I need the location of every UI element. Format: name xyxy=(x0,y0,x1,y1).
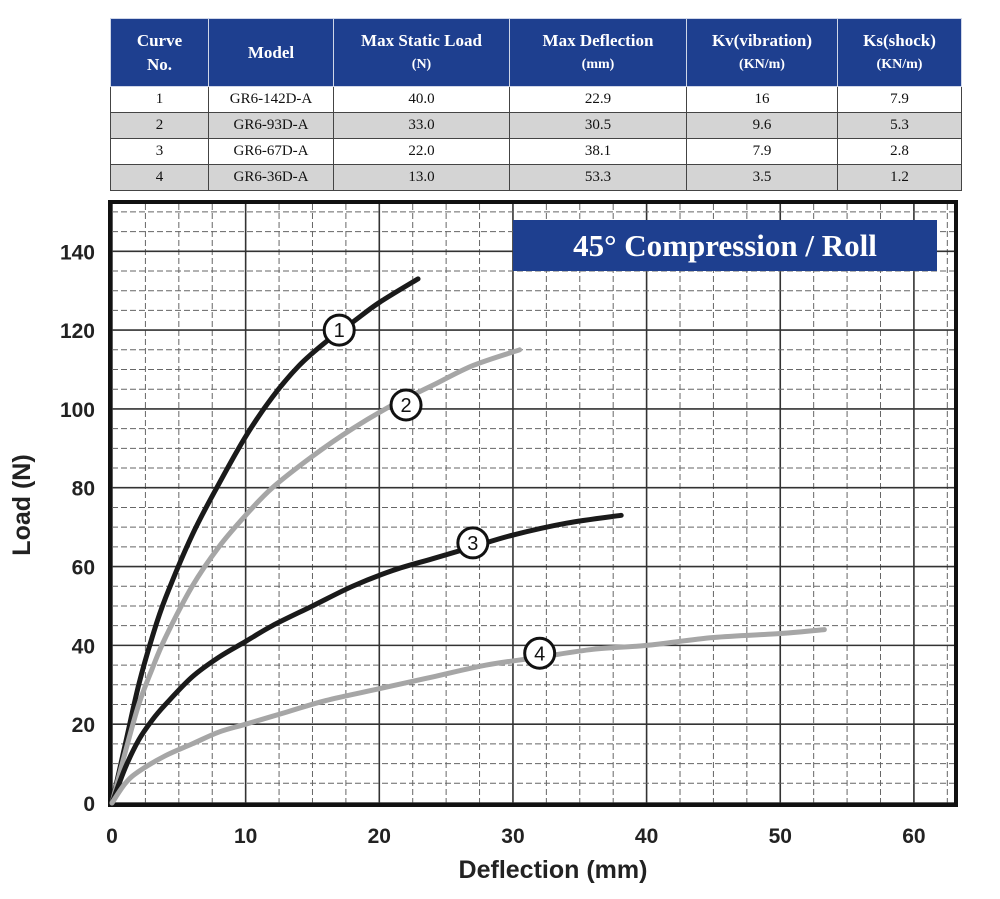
cell-curve-no: 2 xyxy=(110,112,209,139)
tick-labels: 0 10 20 30 40 50 60 0 20 40 60 80 100 120 140 xyxy=(60,241,926,848)
table-row: 2 GR6-93D-A 33.0 30.5 9.6 5.3 xyxy=(110,112,962,139)
cell-model: GR6-93D-A xyxy=(208,112,334,139)
cell-curve-no: 1 xyxy=(110,86,209,113)
header-kv-vibration: Kv(vibration) (KN/m) xyxy=(686,18,838,87)
table-row: 1 GR6-142D-A 40.0 22.9 16 7.9 xyxy=(110,86,962,113)
series-marker-2 xyxy=(389,388,423,422)
series-line-2 xyxy=(109,347,523,806)
y-axis-title: Load (N) xyxy=(8,454,36,555)
x-axis-title: Deflection (mm) xyxy=(459,856,648,884)
series-marker-3 xyxy=(456,526,490,560)
cell-model: GR6-142D-A xyxy=(208,86,334,113)
table-row: 3 GR6-67D-A 22.0 38.1 7.9 2.8 xyxy=(110,138,962,165)
y-tick-label: 80 xyxy=(72,478,95,501)
header-curve-no: Curve No. xyxy=(110,18,209,87)
series-marker-4 xyxy=(523,636,557,670)
y-tick-label: 20 xyxy=(72,714,95,737)
series-marker-label: 3 xyxy=(467,533,478,555)
cell-max-deflection: 38.1 xyxy=(509,138,687,165)
cell-model: GR6-36D-A xyxy=(208,164,334,191)
cell-max-static-load: 40.0 xyxy=(333,86,510,113)
series-marker-label: 2 xyxy=(400,395,411,417)
cell-ks: 2.8 xyxy=(837,138,962,165)
header-ks-shock: Ks(shock) (KN/m) xyxy=(837,18,962,87)
series-line-4 xyxy=(109,627,827,806)
y-tick-label: 0 xyxy=(83,793,95,816)
y-tick-label: 120 xyxy=(60,320,95,343)
load-deflection-chart: 1 2 3 4 0 10 20 30 40 50 60 0 20 40 60 80 100 120 140 45°… xyxy=(8,200,958,884)
header-max-static-load: Max Static Load (N) xyxy=(333,18,510,87)
title-badge: 45° Compression / Roll xyxy=(513,220,937,271)
spec-table: Curve No. Model Max Static Load (N) Max De… xyxy=(110,18,962,191)
grid xyxy=(111,204,954,804)
cell-model: GR6-67D-A xyxy=(208,138,334,165)
cell-ks: 7.9 xyxy=(837,86,962,113)
series-marker-label: 4 xyxy=(534,643,545,665)
cell-max-deflection: 30.5 xyxy=(509,112,687,139)
x-tick-label: 60 xyxy=(902,825,925,848)
table-header-row: Curve No. Model Max Static Load (N) Max De… xyxy=(110,18,962,87)
cell-max-static-load: 13.0 xyxy=(333,164,510,191)
cell-curve-no: 3 xyxy=(110,138,209,165)
cell-ks: 5.3 xyxy=(837,112,962,139)
x-tick-label: 50 xyxy=(769,825,792,848)
series-marker-label: 1 xyxy=(334,320,345,342)
x-tick-label: 10 xyxy=(234,825,257,848)
x-tick-label: 30 xyxy=(501,825,524,848)
chart-title: 45° Compression / Roll xyxy=(573,228,877,263)
cell-max-deflection: 22.9 xyxy=(509,86,687,113)
table-row: 4 GR6-36D-A 13.0 53.3 3.5 1.2 xyxy=(110,164,962,191)
y-tick-label: 40 xyxy=(72,635,95,658)
header-max-deflection: Max Deflection (mm) xyxy=(509,18,687,87)
cell-max-static-load: 22.0 xyxy=(333,138,510,165)
cell-curve-no: 4 xyxy=(110,164,209,191)
plot-frame xyxy=(108,200,958,807)
x-tick-label: 0 xyxy=(106,825,118,848)
y-tick-label: 100 xyxy=(60,399,95,422)
cell-kv: 9.6 xyxy=(686,112,838,139)
x-tick-label: 40 xyxy=(635,825,658,848)
cell-kv: 7.9 xyxy=(686,138,838,165)
series-marker-1 xyxy=(322,313,356,347)
header-model: Model xyxy=(208,18,334,87)
cell-max-static-load: 33.0 xyxy=(333,112,510,139)
x-tick-label: 20 xyxy=(368,825,391,848)
y-tick-label: 140 xyxy=(60,241,95,264)
cell-max-deflection: 53.3 xyxy=(509,164,687,191)
cell-kv: 16 xyxy=(686,86,838,113)
y-tick-label: 60 xyxy=(72,557,95,580)
curves: 1 2 3 4 xyxy=(109,276,827,806)
cell-ks: 1.2 xyxy=(837,164,962,191)
cell-kv: 3.5 xyxy=(686,164,838,191)
